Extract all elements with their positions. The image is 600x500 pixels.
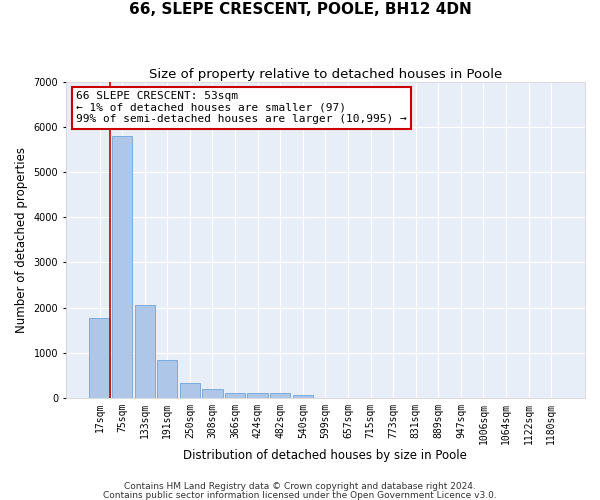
X-axis label: Distribution of detached houses by size in Poole: Distribution of detached houses by size … [184, 450, 467, 462]
Bar [293, 394, 313, 398]
Bar [202, 389, 223, 398]
Bar [225, 392, 245, 398]
Text: 66 SLEPE CRESCENT: 53sqm
← 1% of detached houses are smaller (97)
99% of semi-de: 66 SLEPE CRESCENT: 53sqm ← 1% of detache… [76, 91, 407, 124]
Text: Contains public sector information licensed under the Open Government Licence v3: Contains public sector information licen… [103, 491, 497, 500]
Title: Size of property relative to detached houses in Poole: Size of property relative to detached ho… [149, 68, 502, 80]
Y-axis label: Number of detached properties: Number of detached properties [15, 147, 28, 333]
Bar [270, 394, 290, 398]
Bar [180, 382, 200, 398]
Bar [247, 393, 268, 398]
Bar [134, 305, 155, 398]
Text: 66, SLEPE CRESCENT, POOLE, BH12 4DN: 66, SLEPE CRESCENT, POOLE, BH12 4DN [128, 2, 472, 18]
Bar [157, 360, 178, 398]
Bar [89, 318, 110, 398]
Text: Contains HM Land Registry data © Crown copyright and database right 2024.: Contains HM Land Registry data © Crown c… [124, 482, 476, 491]
Bar [112, 136, 133, 398]
